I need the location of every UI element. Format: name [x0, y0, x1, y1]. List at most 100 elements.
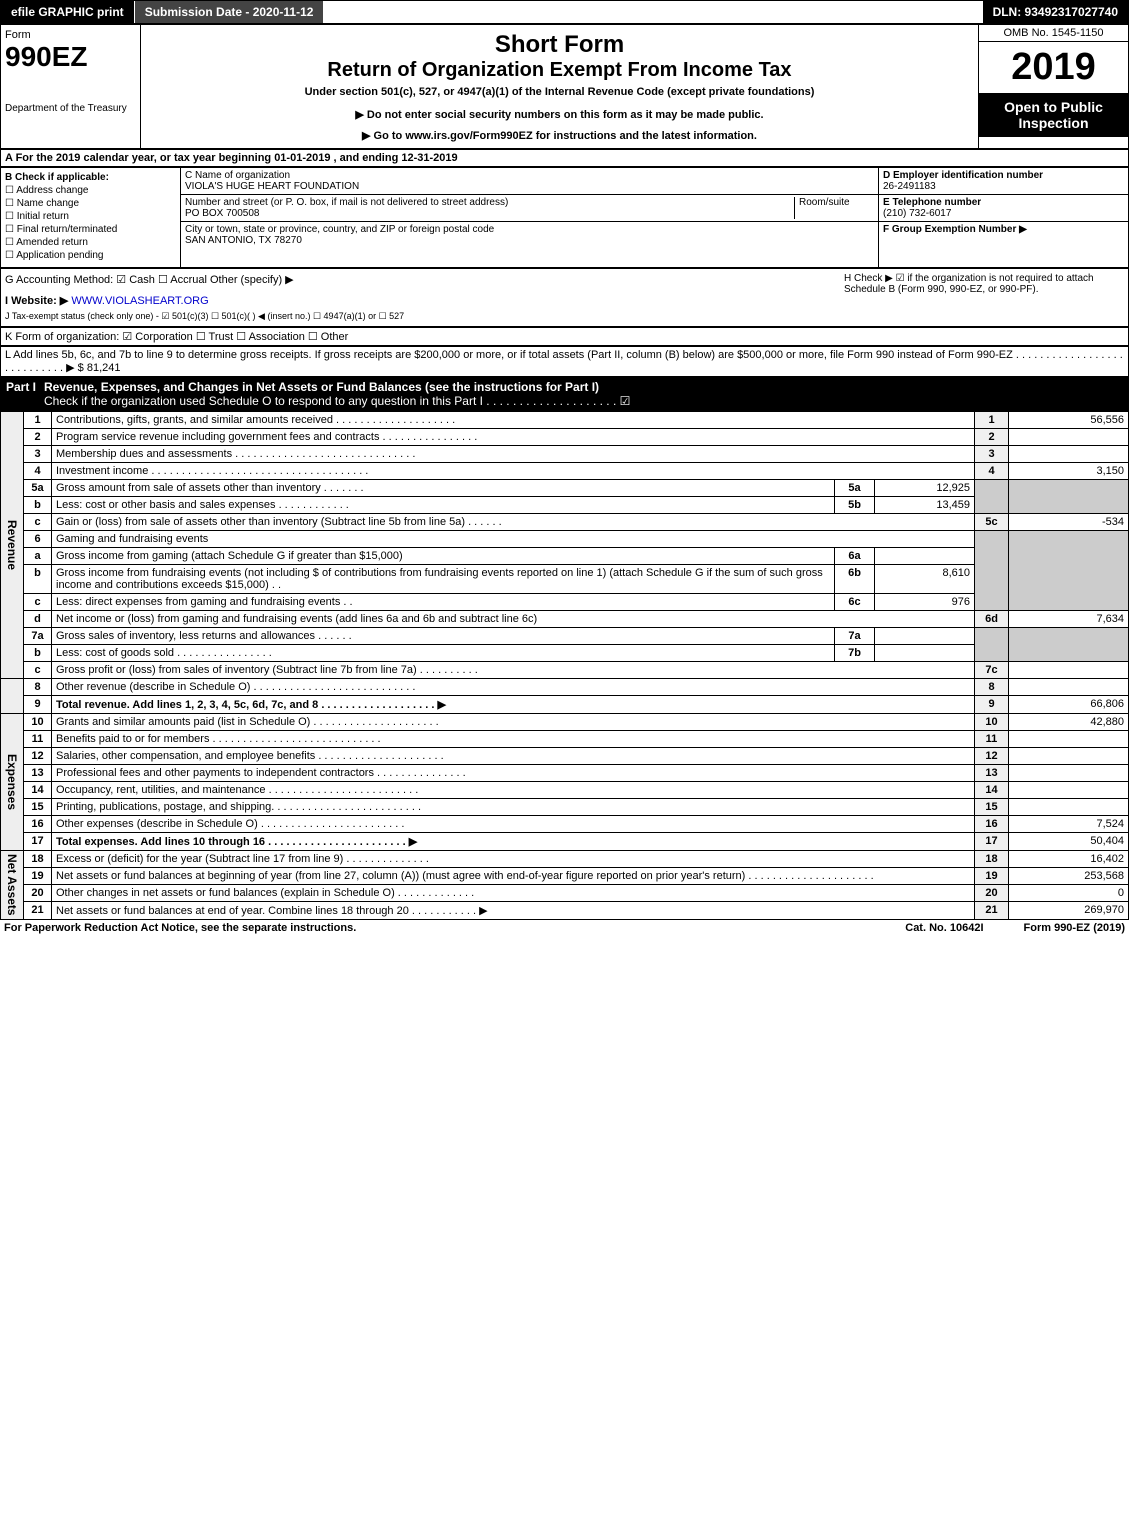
- ln-21-ln: 21: [975, 902, 1009, 920]
- ln-7b-sv: [875, 645, 975, 662]
- ln-4-val: 3,150: [1009, 463, 1129, 480]
- ln-18-num: 18: [24, 851, 52, 868]
- ln-7b-sub: 7b: [835, 645, 875, 662]
- k-form-org: K Form of organization: ☑ Corporation ☐ …: [0, 327, 1129, 346]
- ln-7a-num: 7a: [24, 628, 52, 645]
- ein: 26-2491183: [883, 181, 936, 192]
- ln-13-val: [1009, 765, 1129, 782]
- ln-7a-desc: Gross sales of inventory, less returns a…: [52, 628, 835, 645]
- ln-11-desc: Benefits paid to or for members . . . . …: [52, 731, 975, 748]
- side-expenses: Expenses: [1, 714, 24, 851]
- ssn-notice: ▶ Do not enter social security numbers o…: [147, 108, 972, 121]
- ln-15-num: 15: [24, 799, 52, 816]
- ln-2-desc: Program service revenue including govern…: [52, 429, 975, 446]
- ln-8-val: [1009, 679, 1129, 696]
- ln-5b-sub: 5b: [835, 497, 875, 514]
- under-section: Under section 501(c), 527, or 4947(a)(1)…: [147, 86, 972, 98]
- chk-application-pending[interactable]: ☐ Application pending: [5, 250, 176, 261]
- ln-6c-desc: Less: direct expenses from gaming and fu…: [52, 594, 835, 611]
- ln-6b-sub: 6b: [835, 565, 875, 594]
- c-label: C Name of organization: [185, 170, 874, 181]
- ln-14-val: [1009, 782, 1129, 799]
- l-gross-receipts: L Add lines 5b, 6c, and 7b to line 9 to …: [0, 346, 1129, 377]
- chk-initial-return[interactable]: ☐ Initial return: [5, 211, 176, 222]
- ln-12-desc: Salaries, other compensation, and employ…: [52, 748, 975, 765]
- ln-8-num: 8: [24, 679, 52, 696]
- ln-6c-sub: 6c: [835, 594, 875, 611]
- ln-5c-val: -534: [1009, 514, 1129, 531]
- chk-amended-return[interactable]: ☐ Amended return: [5, 237, 176, 248]
- ln-12-val: [1009, 748, 1129, 765]
- ln-1-num: 1: [24, 412, 52, 429]
- dept-treasury: Department of the Treasury: [5, 103, 136, 114]
- form-label: Form: [5, 29, 136, 41]
- ln-9-num: 9: [24, 696, 52, 714]
- ln-6d-val: 7,634: [1009, 611, 1129, 628]
- ln-2-num: 2: [24, 429, 52, 446]
- ln-16-desc: Other expenses (describe in Schedule O) …: [52, 816, 975, 833]
- ln-5a-desc: Gross amount from sale of assets other t…: [52, 480, 835, 497]
- ln-9-desc: Total revenue. Add lines 1, 2, 3, 4, 5c,…: [52, 696, 975, 714]
- ln-10-ln: 10: [975, 714, 1009, 731]
- org-block: B Check if applicable: ☐ Address change …: [0, 167, 1129, 268]
- ln-18-ln: 18: [975, 851, 1009, 868]
- ln-6a-num: a: [24, 548, 52, 565]
- cat-no: Cat. No. 10642I: [905, 922, 983, 934]
- ln-4-desc: Investment income . . . . . . . . . . . …: [52, 463, 975, 480]
- ln-6-desc: Gaming and fundraising events: [52, 531, 975, 548]
- ln-7a-sv: [875, 628, 975, 645]
- street: PO BOX 700508: [185, 208, 794, 219]
- ln-17-val: 50,404: [1009, 833, 1129, 851]
- ln-3-num: 3: [24, 446, 52, 463]
- top-bar: efile GRAPHIC print Submission Date - 20…: [0, 0, 1129, 24]
- tax-year: 2019: [979, 42, 1128, 93]
- part-label: Part I: [6, 380, 36, 408]
- side-revenue: Revenue: [1, 412, 24, 679]
- efile-print-button[interactable]: efile GRAPHIC print: [1, 1, 135, 23]
- ln-10-num: 10: [24, 714, 52, 731]
- ln-12-ln: 12: [975, 748, 1009, 765]
- ln-6b-desc: Gross income from fundraising events (no…: [52, 565, 835, 594]
- ln-20-num: 20: [24, 885, 52, 902]
- ln-7c-num: c: [24, 662, 52, 679]
- ln-9-ln: 9: [975, 696, 1009, 714]
- street-label: Number and street (or P. O. box, if mail…: [185, 197, 794, 208]
- chk-final-return[interactable]: ☐ Final return/terminated: [5, 224, 176, 235]
- city: SAN ANTONIO, TX 78270: [185, 235, 874, 246]
- ln-17-desc: Total expenses. Add lines 10 through 16 …: [52, 833, 975, 851]
- ln-5c-desc: Gain or (loss) from sale of assets other…: [52, 514, 975, 531]
- form-ref: Form 990-EZ (2019): [1024, 922, 1125, 934]
- e-label: E Telephone number: [883, 197, 981, 208]
- lines-table: Revenue 1Contributions, gifts, grants, a…: [0, 411, 1129, 920]
- ln-5a-sv: 12,925: [875, 480, 975, 497]
- ln-6-num: 6: [24, 531, 52, 548]
- omb-number: OMB No. 1545-1150: [979, 25, 1128, 42]
- ln-5b-sv: 13,459: [875, 497, 975, 514]
- ln-21-val: 269,970: [1009, 902, 1129, 920]
- ln-15-desc: Printing, publications, postage, and shi…: [52, 799, 975, 816]
- chk-address-change[interactable]: ☐ Address change: [5, 185, 176, 196]
- short-form-title: Short Form: [147, 31, 972, 59]
- form-number: 990EZ: [5, 41, 136, 73]
- website-link[interactable]: WWW.VIOLASHEART.ORG: [71, 295, 208, 307]
- j-tax-exempt: J Tax-exempt status (check only one) - ☑…: [5, 311, 844, 322]
- i-label: I Website: ▶: [5, 295, 68, 307]
- ln-6a-sv: [875, 548, 975, 565]
- ln-16-num: 16: [24, 816, 52, 833]
- ln-13-desc: Professional fees and other payments to …: [52, 765, 975, 782]
- telephone: (210) 732-6017: [883, 208, 951, 219]
- row-a-tax-year: A For the 2019 calendar year, or tax yea…: [0, 149, 1129, 167]
- g-accounting: G Accounting Method: ☑ Cash ☐ Accrual Ot…: [5, 273, 844, 286]
- ln-5a-num: 5a: [24, 480, 52, 497]
- ln-3-desc: Membership dues and assessments . . . . …: [52, 446, 975, 463]
- part-title: Revenue, Expenses, and Changes in Net As…: [44, 380, 599, 394]
- chk-name-change[interactable]: ☐ Name change: [5, 198, 176, 209]
- paperwork-notice: For Paperwork Reduction Act Notice, see …: [4, 922, 905, 934]
- ln-19-num: 19: [24, 868, 52, 885]
- ln-21-num: 21: [24, 902, 52, 920]
- ln-10-val: 42,880: [1009, 714, 1129, 731]
- ln-10-desc: Grants and similar amounts paid (list in…: [52, 714, 975, 731]
- ln-19-desc: Net assets or fund balances at beginning…: [52, 868, 975, 885]
- section-b: B Check if applicable: ☐ Address change …: [1, 168, 181, 267]
- page-footer: For Paperwork Reduction Act Notice, see …: [0, 920, 1129, 936]
